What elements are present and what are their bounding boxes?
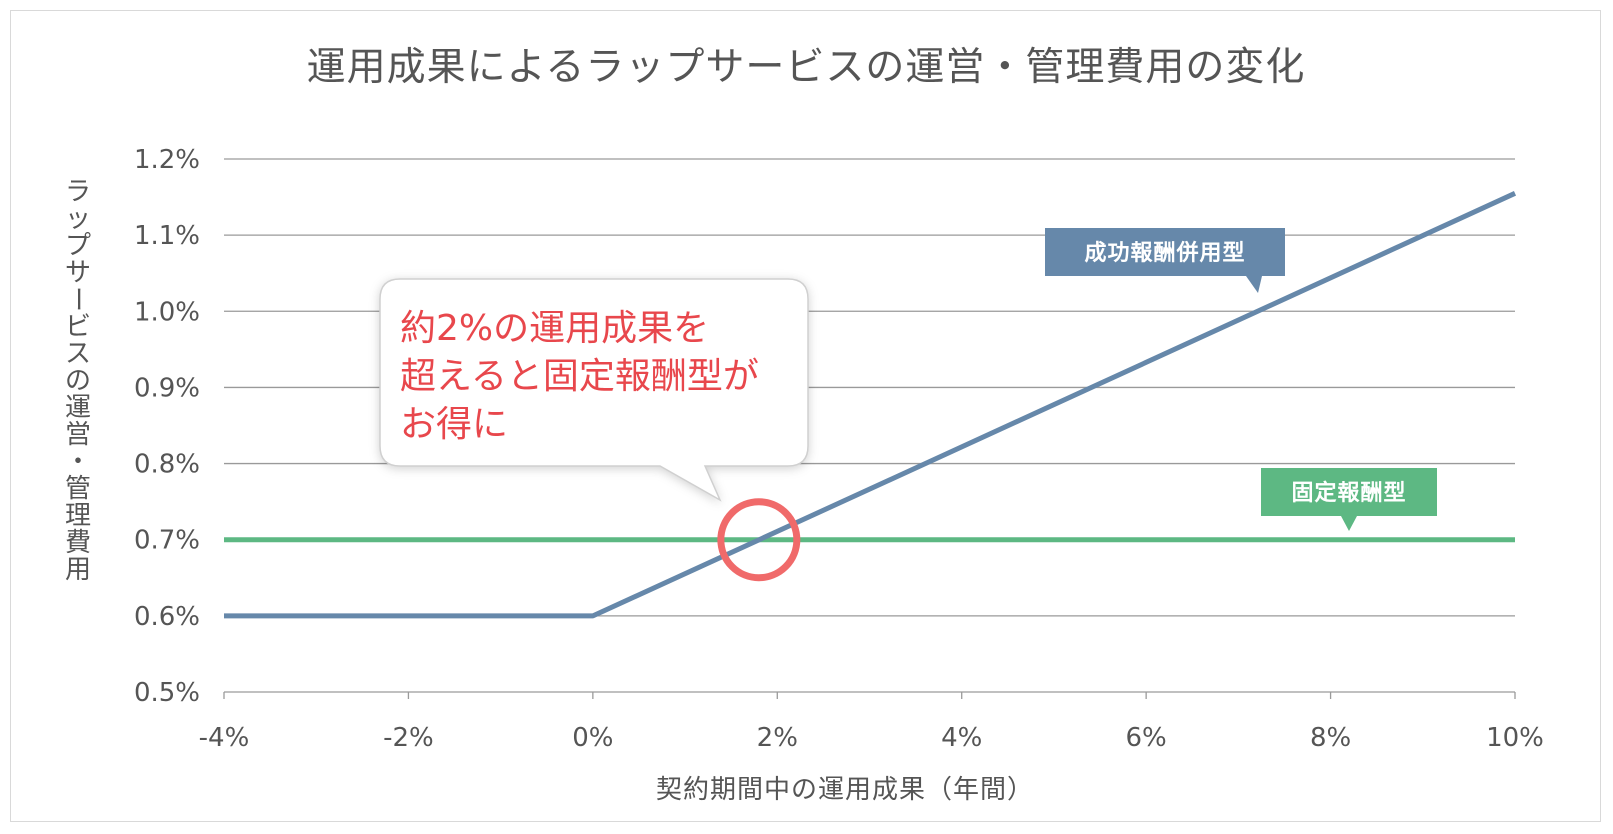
callout-line-3: お得に	[400, 404, 508, 445]
y-tick-label: 0.6%	[134, 602, 200, 632]
y-axis-label-char: 理	[65, 501, 91, 531]
y-axis-label-char: ー	[62, 286, 92, 312]
callout-line-2: 超えると固定報酬型が	[400, 356, 759, 397]
series-line-performance	[224, 191, 1517, 619]
x-tick-label: 0%	[572, 723, 613, 753]
y-axis-label-char: ス	[65, 339, 91, 369]
x-tick-label: 2%	[757, 723, 798, 753]
y-tick-label: 0.9%	[134, 373, 200, 403]
y-tick-label: 1.0%	[134, 297, 200, 327]
x-tick-labels: -4% -2% 0% 2% 4% 6% 8% 10%	[199, 692, 1544, 753]
series-tag-performance-pointer	[1246, 276, 1262, 293]
series-tag-performance-label: 成功報酬併用型	[1084, 240, 1245, 266]
x-tick-label: 4%	[941, 723, 982, 753]
y-axis-label-char: の	[65, 366, 91, 396]
y-axis-label-char: プ	[65, 231, 91, 261]
y-tick-labels: 0.5% 0.6% 0.7% 0.8% 0.9% 1.0% 1.1% 1.2%	[134, 145, 200, 708]
y-tick-label: 1.2%	[134, 145, 200, 175]
series-tag-fixed-label: 固定報酬型	[1291, 480, 1406, 506]
y-axis-label-char: ラ	[65, 177, 91, 207]
y-axis-label-char: 営	[65, 420, 91, 450]
y-axis-label: ラップサービスの運営・管理費用	[62, 177, 92, 585]
y-tick-label: 1.1%	[134, 221, 200, 251]
series-tag-performance: 成功報酬併用型	[1045, 228, 1285, 293]
series-tag-performance-box	[1045, 228, 1285, 276]
y-axis-label-char: 管	[65, 474, 91, 504]
y-tick-label: 0.7%	[134, 526, 200, 556]
y-axis-label-char: サ	[65, 258, 91, 288]
chart-title: 運用成果によるラップサービスの運営・管理費用の変化	[307, 45, 1306, 90]
x-tick-label: 10%	[1486, 723, 1544, 753]
y-tick-label: 0.5%	[134, 678, 200, 708]
callout-line-1: 約2%の運用成果を	[400, 308, 709, 349]
y-axis-label-char: 運	[65, 393, 91, 423]
y-tick-label: 0.8%	[134, 450, 200, 480]
x-axis-label: 契約期間中の運用成果（年間）	[656, 775, 1034, 805]
x-tick-label: 8%	[1310, 723, 1351, 753]
series-lines	[224, 191, 1517, 619]
y-axis-label-char: 費	[65, 528, 91, 558]
series-tag-fixed: 固定報酬型	[1261, 468, 1437, 531]
x-tick-label: -4%	[199, 723, 250, 753]
y-axis-label-char: ・	[65, 447, 91, 477]
callout-bubble: 約2%の運用成果を 超えると固定報酬型が お得に	[379, 278, 809, 502]
callout-shape	[379, 278, 809, 502]
y-axis-label-char: 用	[65, 555, 91, 585]
series-tag-fixed-pointer	[1341, 516, 1357, 531]
y-axis-label-char: ッ	[65, 204, 91, 234]
x-tick-label: 6%	[1126, 723, 1167, 753]
y-axis-label-char: ビ	[65, 312, 91, 342]
intersection-highlight-circle	[717, 498, 801, 582]
x-tick-label: -2%	[383, 723, 434, 753]
series-tag-fixed-box	[1261, 468, 1437, 516]
